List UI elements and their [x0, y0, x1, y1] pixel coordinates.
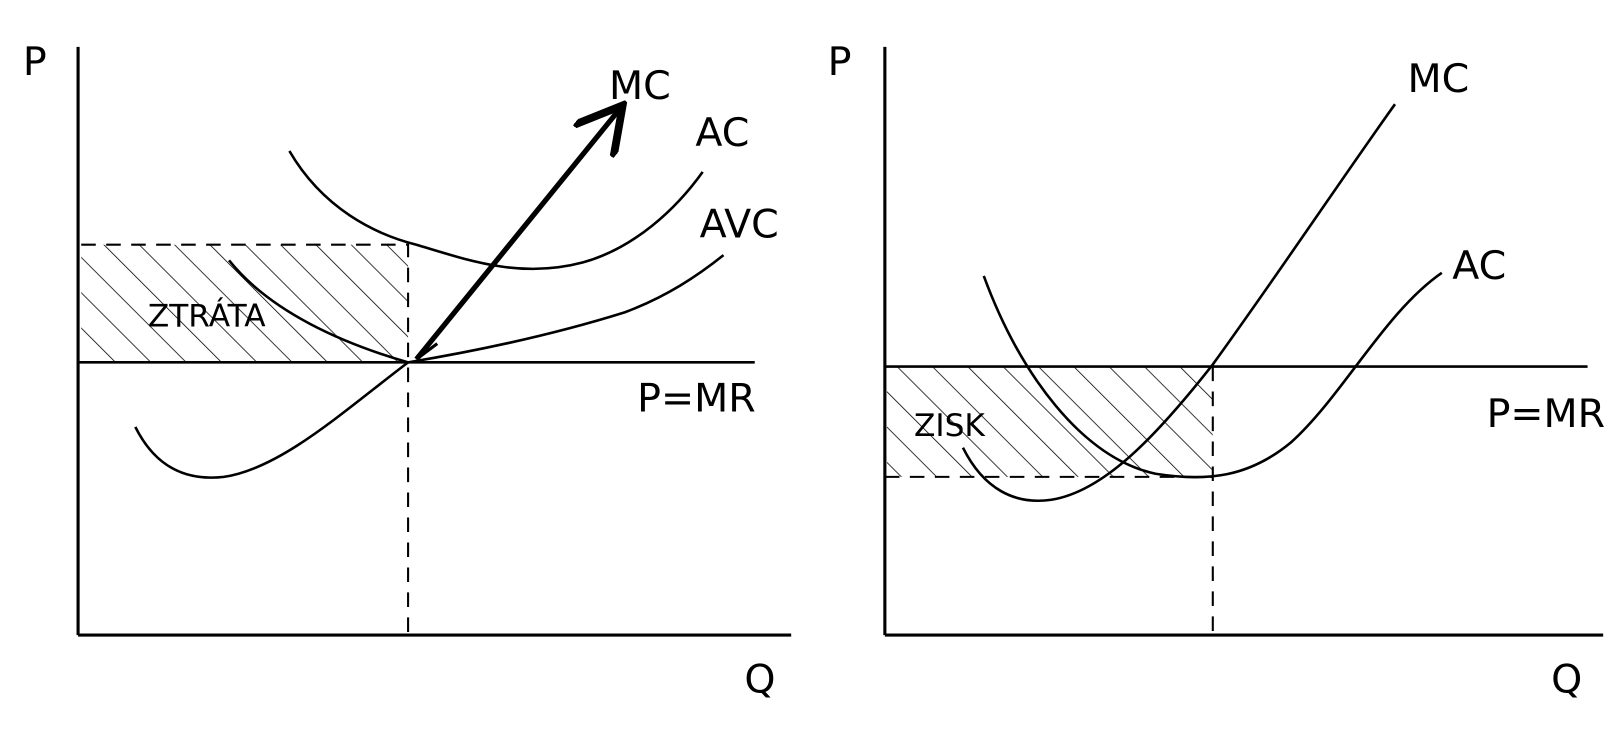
left-panel: P Q P=MR MC AC AVC ZTRÁTA: [23, 39, 792, 702]
x-axis-label: Q: [1551, 656, 1582, 702]
right-panel: P Q P=MR MC AC ZISK: [828, 39, 1606, 702]
curve-label: MC: [1407, 56, 1469, 102]
price-label: P=MR: [637, 375, 756, 421]
arrow-tail: [415, 342, 439, 361]
area-label: ZISK: [914, 408, 986, 444]
avc-curve: [228, 254, 725, 364]
profit-area: [886, 366, 1213, 477]
y-axis-label: P: [23, 39, 47, 85]
curve-label: AC: [1452, 243, 1506, 289]
mc-arrow: [414, 109, 619, 361]
price-label: P=MR: [1487, 391, 1606, 437]
dashed-guide: [884, 366, 1214, 636]
dashed-guide: [81, 243, 410, 636]
area-label: ZTRÁTA: [148, 297, 266, 335]
x-axis-label: Q: [744, 656, 775, 702]
ac-curve: [982, 271, 1443, 479]
curve-label: AVC: [700, 202, 779, 248]
ac-curve: [288, 150, 704, 271]
y-axis-label: P: [828, 39, 852, 85]
mc-curve: [961, 103, 1397, 502]
curve-label: AC: [695, 110, 749, 156]
curve-label: MC: [609, 63, 671, 109]
mc-curve: [134, 361, 409, 479]
